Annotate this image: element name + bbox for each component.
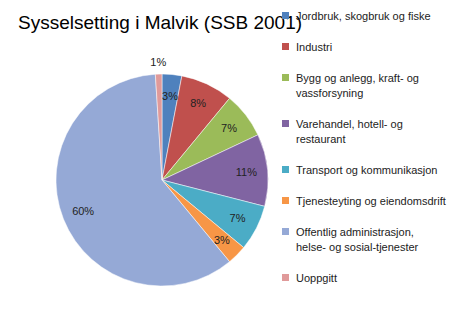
chart-title: Sysselsetting i Malvik (SSB 2001) — [18, 12, 302, 33]
data-label: 3% — [162, 90, 178, 102]
legend-label: Bygg og anlegg, kraft- og vassforsyning — [296, 72, 419, 99]
legend-swatch — [282, 274, 289, 281]
legend-line: Jordbruk, skogbruk og fiske — [296, 10, 431, 22]
legend-line: vassforsyning — [296, 87, 363, 99]
legend-line: restaurant — [296, 133, 346, 145]
legend-line: Tjenesteyting og eiendomsdrift — [296, 195, 446, 207]
legend-swatch — [282, 228, 289, 235]
data-label: 8% — [190, 97, 206, 109]
data-label: 1% — [150, 56, 166, 68]
legend-line: helse- og sosial-tjenester — [296, 241, 419, 253]
legend: Jordbruk, skogbruk og fiske Industri Bygg … — [282, 10, 446, 284]
legend-label: Varehandel, hotell- og restaurant — [296, 118, 403, 145]
data-label: 11% — [236, 166, 257, 178]
legend-swatch — [282, 74, 289, 81]
legend-line: Varehandel, hotell- og — [296, 118, 403, 130]
legend-line: Transport og kommunikasjon — [296, 164, 437, 176]
pie-slice — [56, 74, 230, 286]
legend-line: Industri — [296, 41, 332, 53]
legend-swatch — [282, 120, 289, 127]
data-label: 3% — [214, 234, 230, 246]
legend-label: Tjenesteyting og eiendomsdrift — [296, 195, 446, 207]
pie-slice — [155, 74, 162, 180]
legend-line: Bygg og anlegg, kraft- og — [296, 72, 419, 84]
pie — [56, 74, 268, 286]
chart: Sysselsetting i Malvik (SSB 2001) 3% 8% 7% 1… — [0, 0, 456, 333]
legend-swatch — [282, 197, 289, 204]
legend-swatch — [282, 43, 289, 50]
data-label: 7% — [230, 212, 246, 224]
data-label: 7% — [221, 122, 237, 134]
legend-line: Uoppgitt — [296, 272, 337, 284]
data-label: 60% — [72, 205, 94, 217]
legend-label: Transport og kommunikasjon — [296, 164, 437, 176]
legend-label: Jordbruk, skogbruk og fiske — [296, 10, 431, 22]
legend-label: Uoppgitt — [296, 272, 337, 284]
legend-label: Industri — [296, 41, 332, 53]
legend-swatch — [282, 12, 289, 19]
legend-swatch — [282, 166, 289, 173]
legend-line: Offentlig administrasjon, — [296, 226, 414, 238]
legend-label: Offentlig administrasjon, helse- og sosia… — [296, 226, 419, 253]
